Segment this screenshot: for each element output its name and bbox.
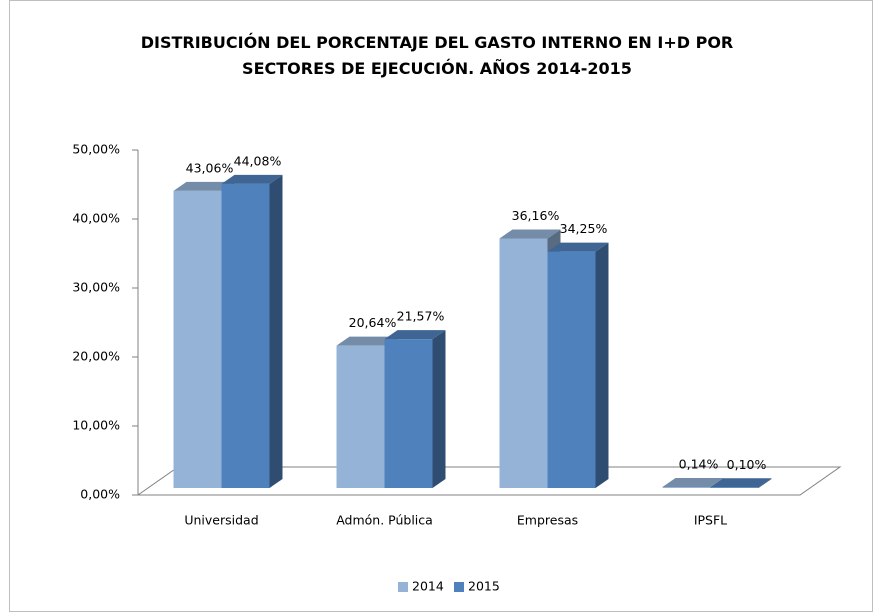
bar-face: [710, 487, 759, 488]
y-tick-label: 0,00%: [80, 487, 120, 502]
value-label: 34,25%: [560, 221, 608, 236]
value-label: 43,06%: [186, 160, 234, 175]
value-label: 0,14%: [679, 457, 719, 472]
bar: [221, 174, 283, 488]
bar-face: [384, 330, 446, 340]
value-label: 36,16%: [512, 208, 560, 223]
bar-face: [710, 478, 772, 488]
bar-face: [173, 181, 235, 191]
chart-title: DISTRIBUCIÓN DEL PORCENTAJE DEL GASTO IN…: [140, 33, 734, 78]
bar-face: [173, 190, 222, 489]
bar-face: [758, 478, 772, 488]
bar-face: [662, 487, 711, 488]
legend-swatch: [454, 582, 464, 592]
bar-face: [499, 238, 548, 488]
x-tick-label: IPSFL: [694, 513, 727, 528]
bar-face: [221, 174, 283, 184]
x-tick-label: Universidad: [184, 513, 258, 528]
y-tick-label: 30,00%: [72, 280, 120, 295]
bar: [547, 242, 609, 488]
y-tick-label: 50,00%: [72, 142, 120, 157]
chart-border: [9, 0, 873, 612]
value-label: 44,08%: [234, 153, 282, 168]
bar-face: [662, 478, 724, 488]
legend-label: 2015: [468, 579, 500, 594]
value-label: 20,64%: [349, 315, 397, 330]
x-tick-label: Admón. Pública: [336, 513, 433, 528]
bar-face: [221, 183, 270, 488]
bar-face: [269, 174, 283, 488]
bar-face: [547, 251, 596, 488]
y-tick-label: 10,00%: [72, 418, 120, 433]
bar: [384, 330, 446, 488]
x-tick-label: Empresas: [517, 513, 578, 528]
bar-face: [499, 229, 561, 239]
y-tick-label: 40,00%: [72, 211, 120, 226]
bar: [710, 478, 772, 488]
bar-face: [595, 242, 609, 488]
bar-face: [432, 330, 446, 488]
value-label: 0,10%: [727, 457, 767, 472]
bar-face: [547, 242, 609, 252]
bar-face: [336, 345, 385, 488]
y-tick-label: 20,00%: [72, 349, 120, 364]
legend-label: 2014: [412, 579, 444, 594]
bar-face: [384, 339, 433, 488]
bar-face: [336, 336, 398, 346]
legend-swatch: [398, 582, 408, 592]
value-label: 21,57%: [397, 309, 445, 324]
